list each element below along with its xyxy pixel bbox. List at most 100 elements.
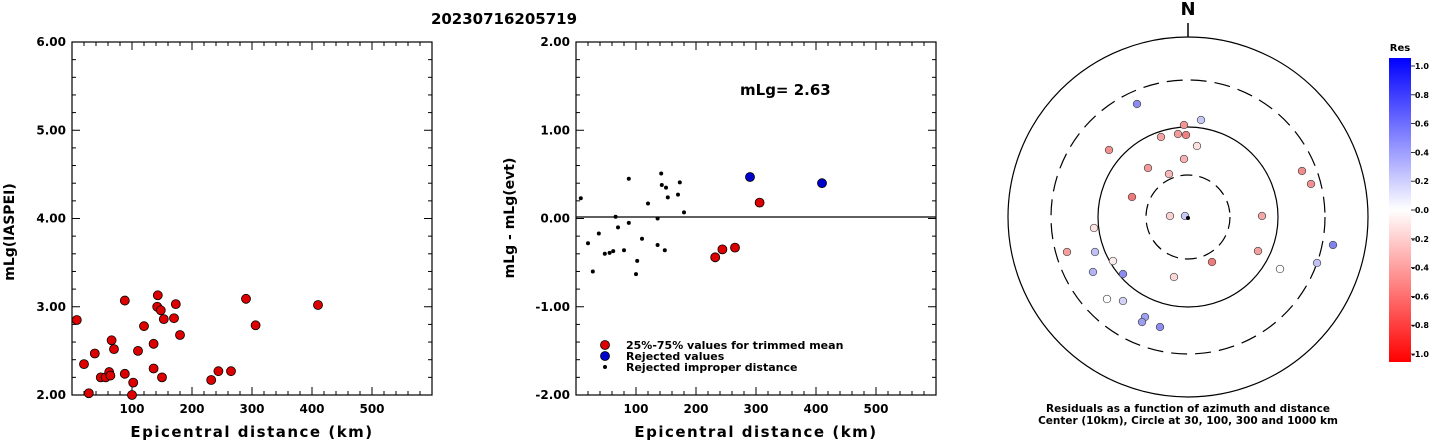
y-tick-label: 2.00 [36,388,66,402]
x-tick-label: 200 [683,402,708,416]
y-tick-label: 1.00 [540,123,570,137]
station-residual-point [1164,169,1174,179]
legend-marker-trimmed [600,340,610,350]
station-residual-point [1173,129,1183,139]
station-residual-point [1275,264,1285,274]
colorbar-tick-label: 0.8 [1415,91,1430,100]
station-residual-point [1155,322,1165,332]
circle-100km [1097,126,1279,308]
colorbar-tick-label: 0.0 [1415,206,1430,215]
station-residual-point [1104,145,1114,155]
station-residual-point [1089,223,1099,233]
x-ticks-mid: 100 200 300 400 500 [575,42,937,416]
plot-frame [71,41,433,396]
data-point [241,293,251,304]
station-residual-point [1108,256,1118,266]
data-point [148,338,159,349]
station-residual-point [1328,240,1338,250]
data-point [83,388,94,399]
data-point [89,348,100,359]
y-ticks-mid: -2.00 -1.00 0.00 1.00 2.00 [535,35,936,402]
improper-distance-point [578,196,583,201]
improper-distance-point [659,171,664,176]
data-point [106,335,117,346]
mlg-vs-distance-chart: 100 200 300 400 500 2.00 3.00 4.00 5.00 6.00 Epi… [2,35,433,441]
x-ticks-left: 100 200 300 400 500 [71,42,433,416]
improper-distance-point [634,272,638,277]
y-tick-label: 2.00 [540,35,570,49]
improper-distance-point [676,192,680,197]
rejected-point [745,172,755,182]
colorbar-tick-label: -0.2 [1412,235,1430,244]
center-dot [1186,216,1190,220]
improper-distance-point [655,216,660,221]
points-left [71,290,323,400]
improper-distance-point [616,225,620,230]
legend-label-rejected: Rejected values [626,350,725,363]
trimmed-mean-point [717,244,728,255]
improper-distance-point [622,248,626,253]
station-residual-point [1257,211,1267,221]
x-tick-label: 400 [803,402,828,416]
station-residual-point [1179,154,1189,164]
improper-distance-point [626,220,631,225]
station-residual-point [1165,211,1175,221]
data-point [158,314,169,325]
station-residual-point [1137,317,1147,327]
data-point [148,363,159,374]
data-point [157,372,167,383]
station-residual-point [1196,115,1206,125]
data-point [206,375,217,385]
station-residual-point [1179,120,1189,130]
colorbar-tick-label: 0.4 [1415,148,1430,157]
x-tick-label: 300 [743,402,768,416]
magnitude-annotation: mLg= 2.63 [740,81,831,99]
data-point [170,299,181,310]
data-point [119,368,130,379]
x-tick-label: 100 [623,402,648,416]
station-residual-point [1118,296,1128,306]
station-residual-point [1253,246,1263,256]
improper-distance-point [659,182,664,187]
station-residual-point [1297,166,1307,176]
x-tick-label: 500 [359,402,384,416]
y-tick-label: 4.00 [36,212,66,226]
improper-distance-point [602,251,607,256]
station-residual-point [1143,163,1153,173]
station-residual-point [1169,272,1179,282]
residual-vs-distance-chart: 100 200 300 400 500 -2.00 -1.00 0.00 1.00 2.00 m… [502,35,937,441]
station-residual-point [1132,99,1142,109]
polar-caption-line1: Residuals as a function of azimuth and d… [1046,403,1330,415]
y-tick-label: 3.00 [36,300,66,314]
trimmed-mean-point [754,197,765,208]
station-residual-point [1090,247,1100,257]
data-point [169,313,179,324]
y-tick-label: 5.00 [36,123,66,137]
station-residual-point [1156,132,1166,142]
data-point [71,315,82,325]
improper-distance-point [626,176,631,181]
rejected-point [817,178,827,189]
circle-300km [1050,79,1326,355]
improper-distance-point [596,231,601,236]
page-title: 20230716205719 [431,10,577,28]
y-tick-label: -1.00 [535,300,570,314]
station-residual-point [1192,141,1202,151]
data-point [155,305,166,316]
azimuth-residual-plot: N Residuals as a function of azimuth and… [1007,0,1369,427]
y-tick-label: 0.00 [540,212,570,226]
legend-label-improper: Rejected improper distance [626,361,797,374]
north-label: N [1180,0,1195,20]
data-point [79,359,89,370]
station-residual-point [1306,179,1316,189]
points-polar [1062,99,1338,332]
improper-distance-point [586,241,590,246]
data-point [213,366,224,377]
x-tick-label: 300 [239,402,264,416]
station-residual-point [1312,258,1322,268]
station-residual-point [1102,294,1112,304]
improper-distance-point [613,214,618,219]
improper-distance-point [677,180,682,185]
station-residual-point [1207,257,1217,267]
colorbar-tick-label: -0.4 [1412,264,1430,273]
